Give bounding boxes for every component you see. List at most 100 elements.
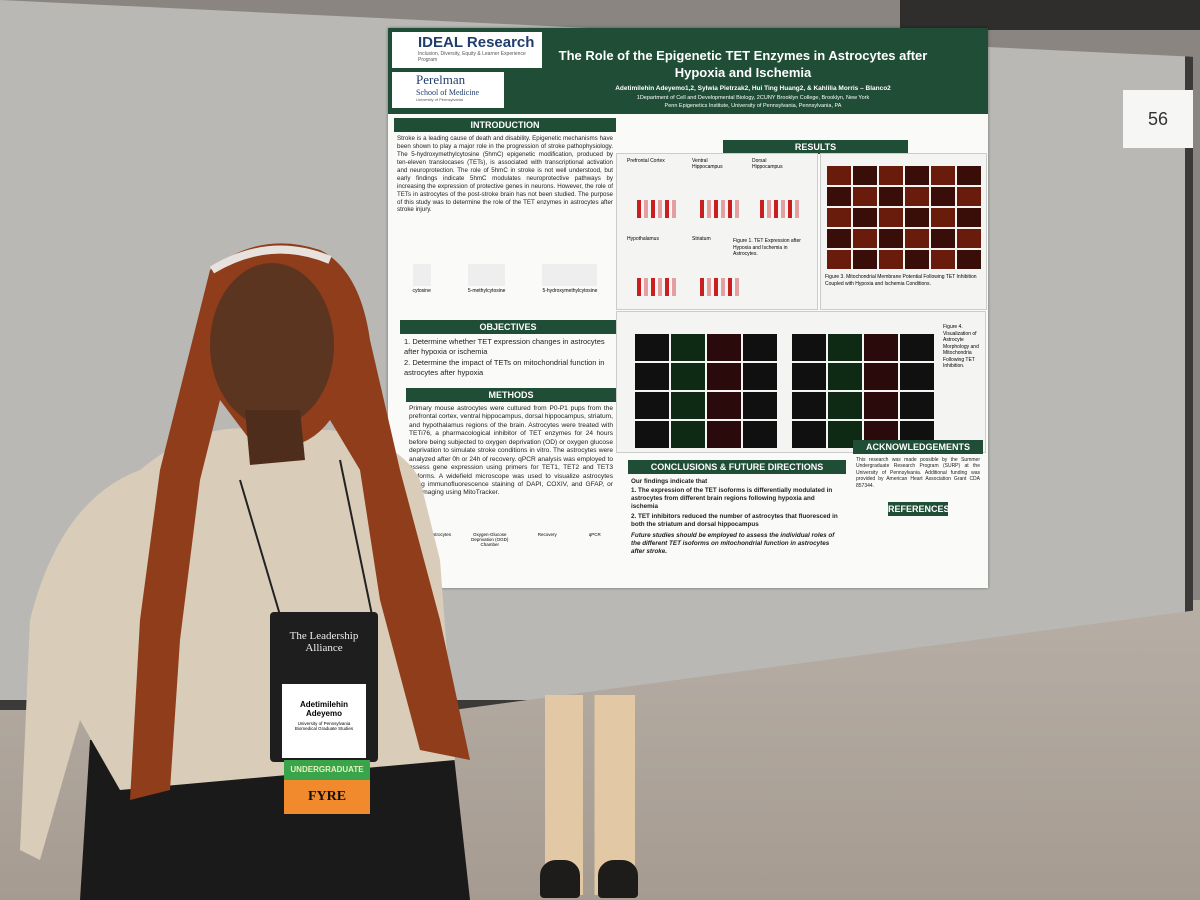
micrograph (879, 229, 903, 248)
micrograph (671, 392, 705, 419)
micrograph (931, 229, 955, 248)
section-heading: RESULTS (723, 140, 908, 154)
micrograph (637, 200, 641, 218)
micrograph (665, 278, 669, 296)
badge: The Leadership Alliance Adetimilehin Ade… (270, 612, 378, 762)
penn-logo: Perelman School of Medicine University o… (392, 72, 504, 108)
micrograph (700, 200, 704, 218)
structure-diagram: cytosine 5-methylcytosine 5-hydroxymethy… (394, 264, 616, 294)
micrograph (853, 208, 877, 227)
penn-line2: School of Medicine (416, 88, 480, 97)
micrograph (721, 278, 725, 296)
micrograph (707, 421, 741, 448)
micrograph (788, 200, 792, 218)
micrograph (879, 208, 903, 227)
micrograph (635, 334, 669, 361)
micrograph (781, 200, 785, 218)
micrograph (905, 229, 929, 248)
micrograph (900, 392, 934, 419)
micrograph (743, 363, 777, 390)
micrograph (767, 200, 771, 218)
acknowledgements: ACKNOWLEDGEMENTS This research was made … (853, 440, 983, 518)
micrograph (931, 166, 955, 185)
micrograph (637, 278, 641, 296)
micrograph (671, 421, 705, 448)
micrograph (792, 334, 826, 361)
flow-step: qPCR (588, 532, 601, 537)
micrograph (651, 278, 655, 296)
micrograph (828, 392, 862, 419)
face (210, 263, 334, 427)
diagram-label: 5-methylcytosine (467, 264, 506, 294)
micrograph (957, 208, 981, 227)
headband (209, 245, 332, 274)
poster-authors: Adetimilehin Adeyemo1,2, Sylwia Pietrzak… (615, 85, 891, 92)
conclusion-intro: Our findings indicate that (631, 478, 708, 485)
micrograph (957, 187, 981, 206)
micrograph (827, 250, 851, 269)
micrograph (658, 278, 662, 296)
micrograph (760, 200, 764, 218)
micrograph (665, 200, 669, 218)
micrograph (700, 278, 704, 296)
section-heading: INTRODUCTION (394, 118, 616, 132)
badge-program: FYRE (284, 780, 370, 814)
diagram-label: 5-hydroxymethylcytosine (542, 264, 598, 294)
micrograph (644, 278, 648, 296)
micrograph (635, 392, 669, 419)
objective-item: 1. Determine whether TET expression chan… (404, 337, 605, 356)
micrograph (672, 200, 676, 218)
micrograph (795, 200, 799, 218)
objective-item: 2. Determine the impact of TETs on mitoc… (404, 358, 605, 377)
micrograph (957, 229, 981, 248)
micrograph (827, 187, 851, 206)
flow-step: Oxygen-Glucose Deprivation (OGD) Chamber (471, 532, 509, 547)
badge-name: Adetimilehin Adeyemo (299, 700, 348, 719)
micrograph (853, 229, 877, 248)
micrograph (635, 421, 669, 448)
micrograph (671, 363, 705, 390)
micrograph (864, 392, 898, 419)
micrograph (714, 278, 718, 296)
micrograph (707, 200, 711, 218)
micrograph (714, 200, 718, 218)
diagram-label: cytosine (412, 264, 431, 294)
section-heading: REFERENCES (888, 502, 950, 516)
figure-3: Figure 3. Mitochondrial Membrane Potenti… (820, 153, 987, 310)
micrograph (931, 250, 955, 269)
micrograph (853, 187, 877, 206)
micrograph (827, 166, 851, 185)
results-heading: RESULTS (723, 140, 908, 154)
micrograph (828, 363, 862, 390)
panel-title: Dorsal Hippocampus (752, 158, 783, 170)
penn-name: Perelman (416, 72, 466, 87)
micrograph (658, 200, 662, 218)
figure-4: Figure 4. Visualization of Astrocyte Mor… (616, 311, 986, 453)
micrograph (743, 392, 777, 419)
section-text: Primary mouse astrocytes were cultured f… (409, 405, 613, 497)
section-text: Stroke is a leading cause of death and d… (397, 135, 613, 214)
micrograph (651, 200, 655, 218)
objectives: OBJECTIVES 1. Determine whether TET expr… (400, 320, 616, 386)
badge-school: University of Pennsylvania Biomedical Gr… (294, 721, 354, 732)
micrograph (827, 229, 851, 248)
flow-step: Recovery (537, 532, 557, 537)
micrograph (707, 363, 741, 390)
panel-title: Prefrontal Cortex (627, 158, 665, 164)
figure-caption: Figure 4. Visualization of Astrocyte Mor… (943, 324, 979, 369)
section-text: This research was made possible by the S… (856, 457, 980, 489)
micrograph (828, 334, 862, 361)
shoe (598, 860, 638, 898)
badge-level: UNDERGRADUATE (284, 760, 370, 780)
conclusion-item: 2. TET inhibitors reduced the number of … (631, 513, 838, 529)
poster-title: The Role of the Epigenetic TET Enzymes i… (558, 48, 928, 80)
poster: IDEAL Research Inclusion, Diversity, Equ… (388, 28, 988, 588)
ideal-logo: IDEAL Research Inclusion, Diversity, Equ… (392, 32, 542, 68)
micrograph (707, 334, 741, 361)
micrograph (743, 421, 777, 448)
micrograph (905, 208, 929, 227)
figure-1-caption: Figure 1. TET Expression after Hypoxia a… (733, 238, 801, 257)
ceiling-dark (900, 0, 1200, 30)
poster-affiliation: 1Department of Cell and Developmental Bi… (636, 95, 870, 101)
